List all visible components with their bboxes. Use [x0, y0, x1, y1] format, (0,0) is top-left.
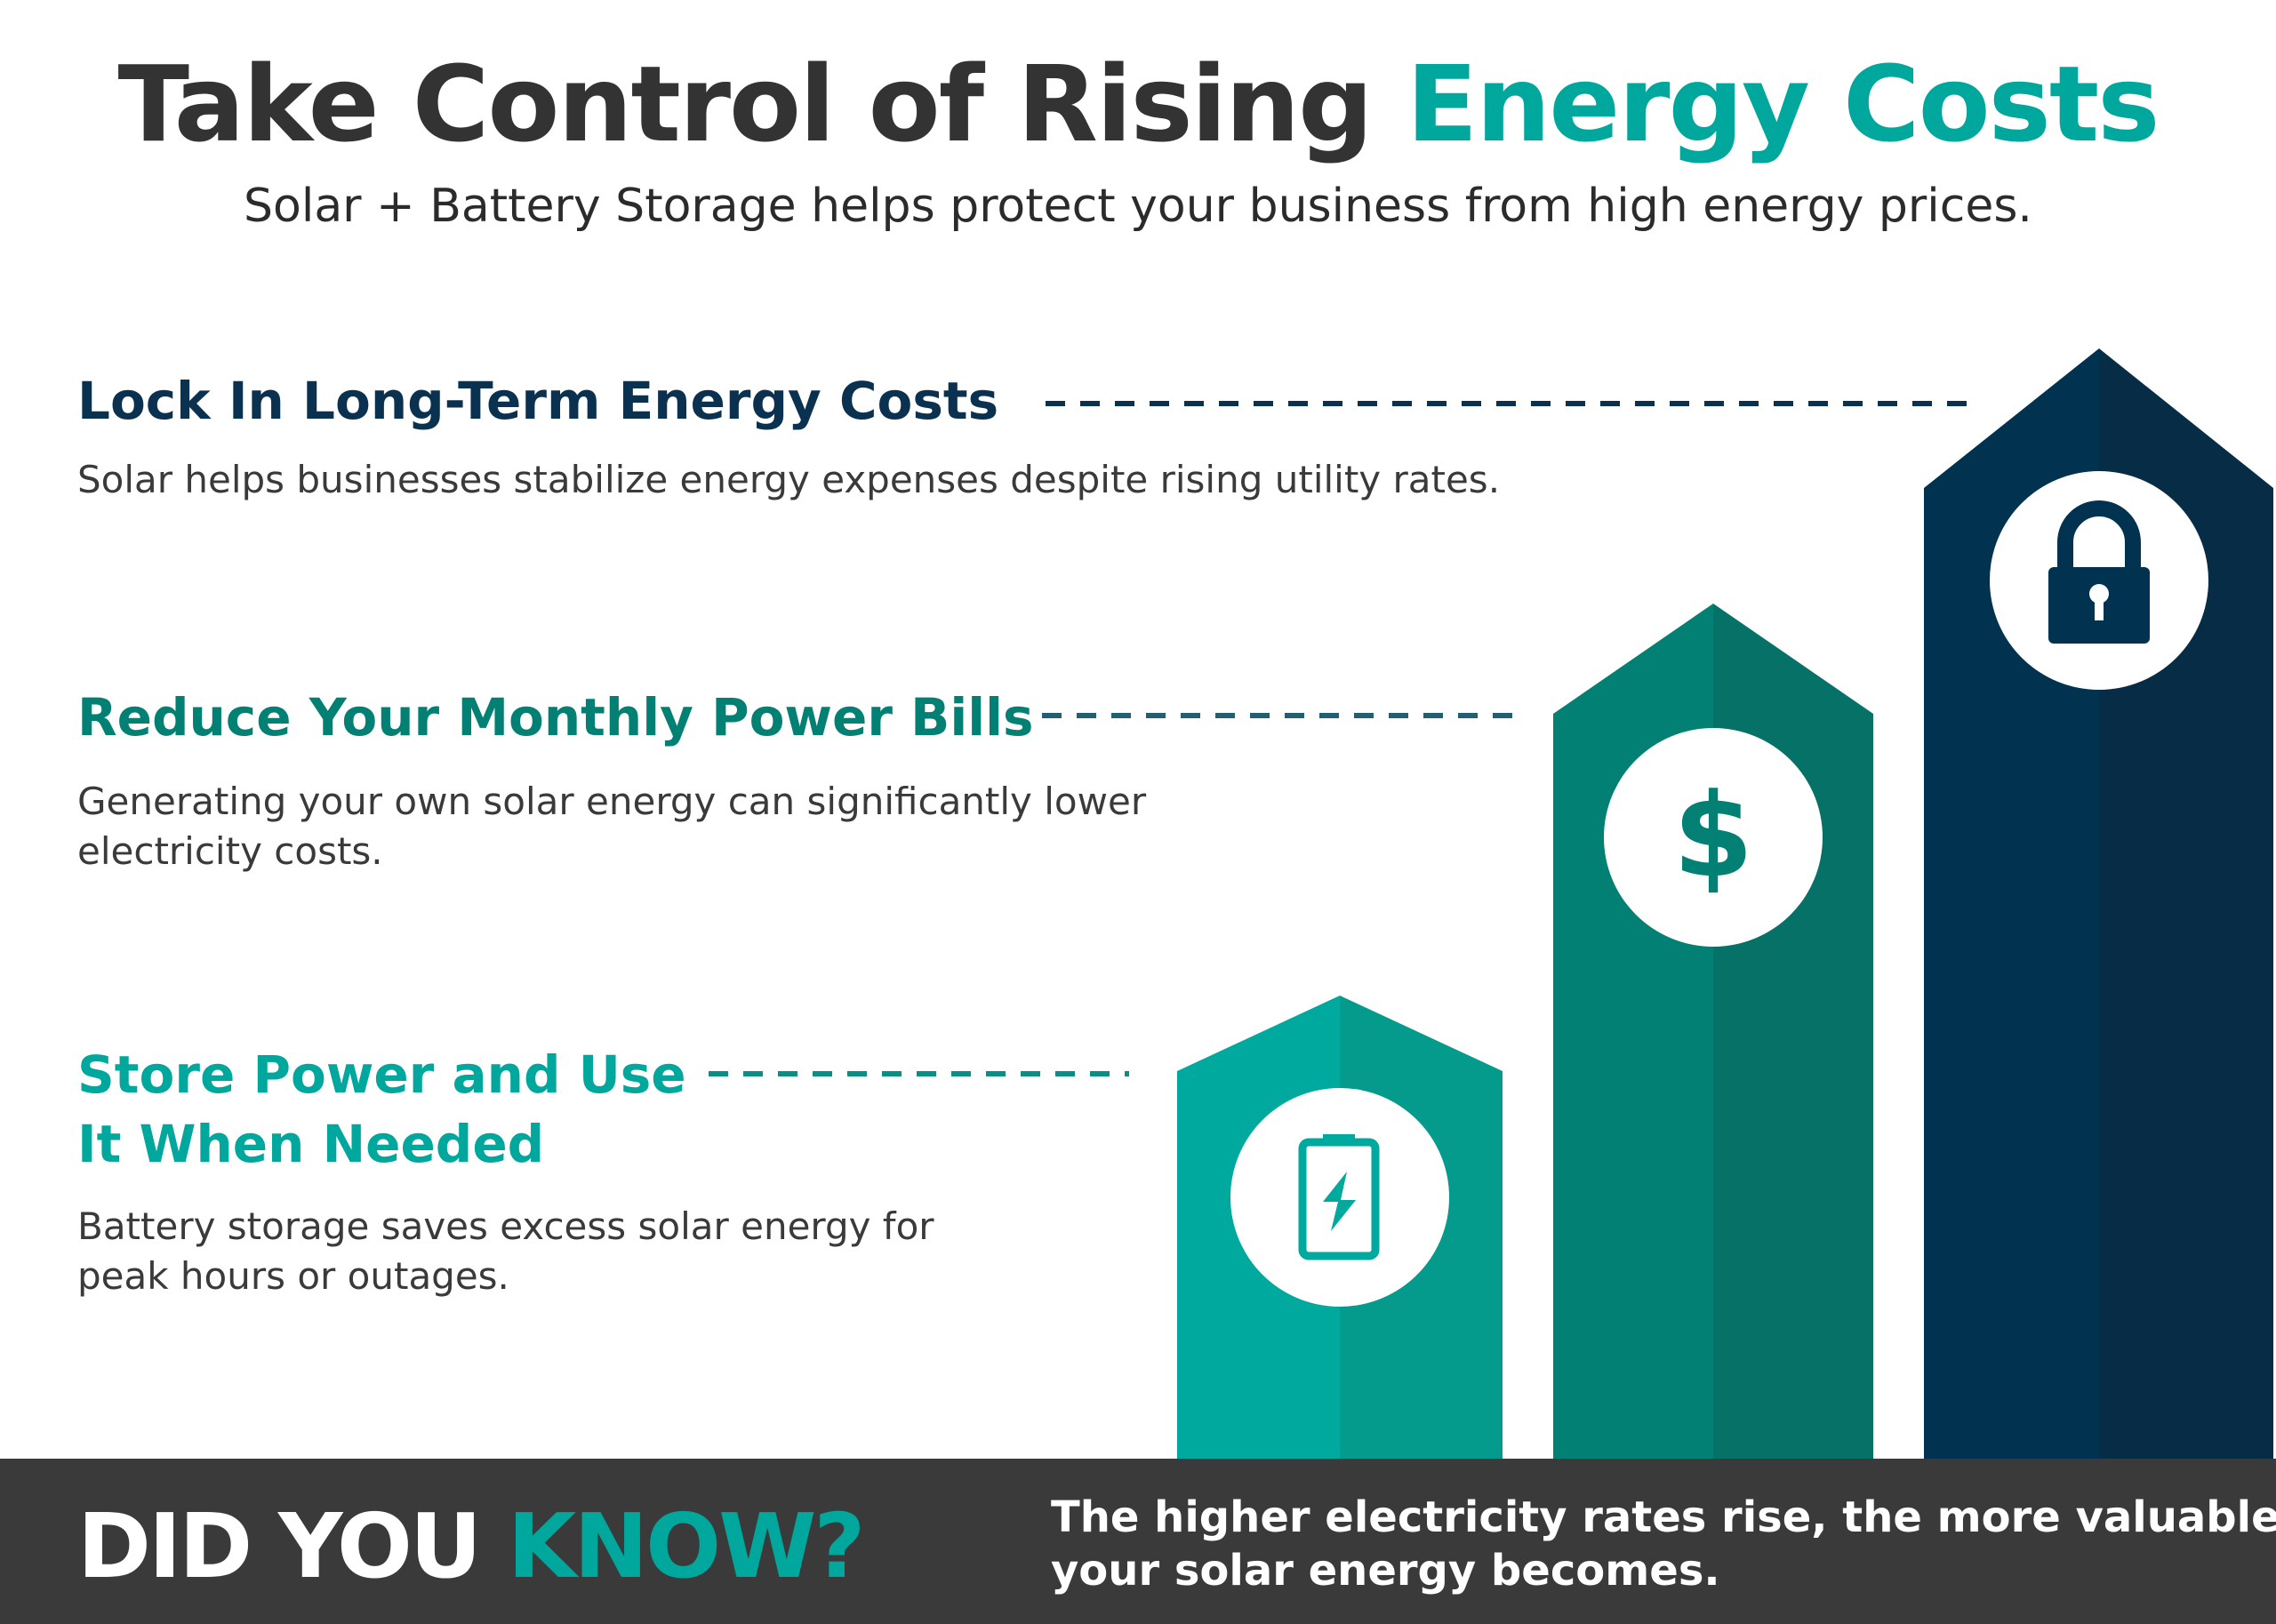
title-accent: Energy Costs — [1406, 43, 2160, 165]
label-accent: KNOW? — [507, 1494, 866, 1598]
fact-text: The higher electricity rates rise, the m… — [1051, 1491, 2276, 1597]
benefit-body-reduce-1: Generating your own solar energy can sig… — [77, 780, 1147, 823]
page-title: Take Control of Rising Energy Costs — [0, 43, 2276, 165]
benefit-body-store-1: Battery storage saves excess solar energ… — [77, 1204, 934, 1248]
fact-line-1: The higher electricity rates rise, the m… — [1051, 1492, 2276, 1542]
arrow-small — [1177, 996, 1503, 1459]
fact-line-2: your solar energy becomes. — [1051, 1546, 1720, 1596]
arrow-medium: $ — [1553, 604, 1873, 1459]
lock-icon — [2048, 500, 2150, 644]
title-main: Take Control of Rising — [117, 43, 1406, 165]
benefit-heading-lock: Lock In Long-Term Energy Costs — [77, 371, 999, 431]
arrow-large — [1924, 348, 2273, 1459]
battery-charging-icon — [1298, 1134, 1380, 1260]
benefit-heading-store-1: Store Power and Use — [77, 1044, 686, 1105]
dashed-connectors — [709, 401, 1975, 1076]
benefit-heading-store-2: It When Needed — [77, 1114, 545, 1174]
benefit-body-store-2: peak hours or outages. — [77, 1254, 509, 1298]
label-main: DID YOU — [77, 1494, 508, 1598]
benefit-body-reduce-2: electricity costs. — [77, 829, 383, 873]
did-you-know-label: DID YOU KNOW? — [77, 1494, 866, 1598]
benefit-body-lock: Solar helps businesses stabilize energy … — [77, 458, 1501, 501]
did-you-know-banner: DID YOU KNOW? The higher electricity rat… — [0, 1459, 2276, 1624]
dollar-icon: $ — [1673, 768, 1753, 903]
subtitle: Solar + Battery Storage helps protect yo… — [244, 180, 2032, 233]
benefit-heading-reduce: Reduce Your Monthly Power Bills — [77, 687, 1034, 748]
